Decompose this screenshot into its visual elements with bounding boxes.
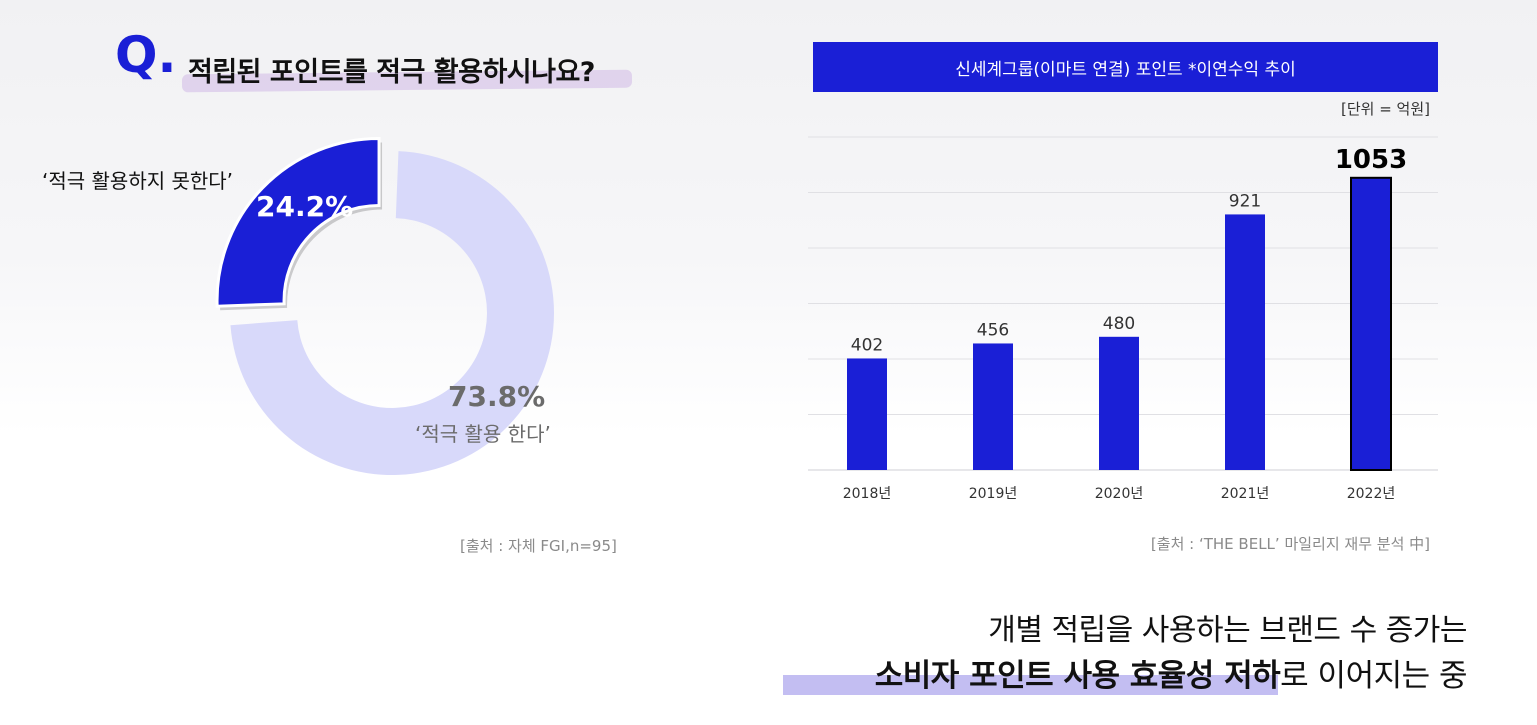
x-tick-label: 2018년 bbox=[843, 486, 892, 502]
x-tick-label: 2019년 bbox=[969, 486, 1018, 502]
question-title: 적립된 포인트를 적극 활용하시나요? bbox=[188, 57, 595, 88]
donut-label-can: ‘적극 활용 한다’ bbox=[415, 422, 551, 446]
donut-pct-cannot: 24.2% bbox=[256, 190, 354, 223]
donut-label-cannot: ‘적극 활용하지 못한다’ bbox=[42, 169, 234, 193]
bar-value-label: 480 bbox=[1103, 314, 1135, 334]
summary-bold: 소비자 포인트 사용 효율성 저하 bbox=[874, 658, 1281, 694]
donut-slice-cannot bbox=[215, 136, 381, 308]
question-mark: Q. bbox=[115, 26, 177, 84]
bar-2020년 bbox=[1099, 336, 1139, 470]
source-left: [출처 : 자체 FGI,n=95] bbox=[460, 537, 617, 555]
bar-value-label: 456 bbox=[977, 320, 1009, 340]
bar-2022년 bbox=[1350, 176, 1392, 471]
summary-highlight bbox=[783, 675, 1278, 695]
unit-label: [단위 = 억원] bbox=[1340, 100, 1430, 118]
donut-chart bbox=[215, 136, 554, 475]
bar-value-label: 1053 bbox=[1335, 145, 1407, 175]
x-tick-label: 2020년 bbox=[1095, 486, 1144, 502]
source-right: [출처 : ‘THE BELL’ 마일리지 재무 분석 中] bbox=[1150, 535, 1430, 553]
bar-value-label: 921 bbox=[1229, 191, 1261, 211]
bar-chart-header: 신세계그룹(이마트 연결) 포인트 *이연수익 추이 bbox=[813, 42, 1438, 92]
summary-rest: 로 이어지는 중 bbox=[1280, 658, 1467, 694]
bar-2021년 bbox=[1225, 214, 1265, 470]
x-tick-label: 2021년 bbox=[1221, 486, 1270, 502]
summary-line-1: 개별 적립을 사용하는 브랜드 수 증가는 bbox=[988, 613, 1467, 648]
bar-2019년 bbox=[973, 343, 1013, 470]
x-tick-label: 2022년 bbox=[1347, 486, 1396, 502]
donut-pct-can: 73.8% bbox=[448, 380, 546, 413]
summary-line-2: 소비자 포인트 사용 효율성 저하로 이어지는 중 bbox=[700, 650, 1468, 695]
bar-value-label: 402 bbox=[851, 335, 883, 355]
bar-chart-title: 신세계그룹(이마트 연결) 포인트 *이연수익 추이 bbox=[955, 59, 1296, 80]
bar-2018년 bbox=[847, 358, 887, 470]
bar-chart: 402 456 480 921 1053 2018년 2019년 2020년 2021년 202… bbox=[808, 136, 1438, 502]
donut-slice-can bbox=[230, 151, 554, 475]
